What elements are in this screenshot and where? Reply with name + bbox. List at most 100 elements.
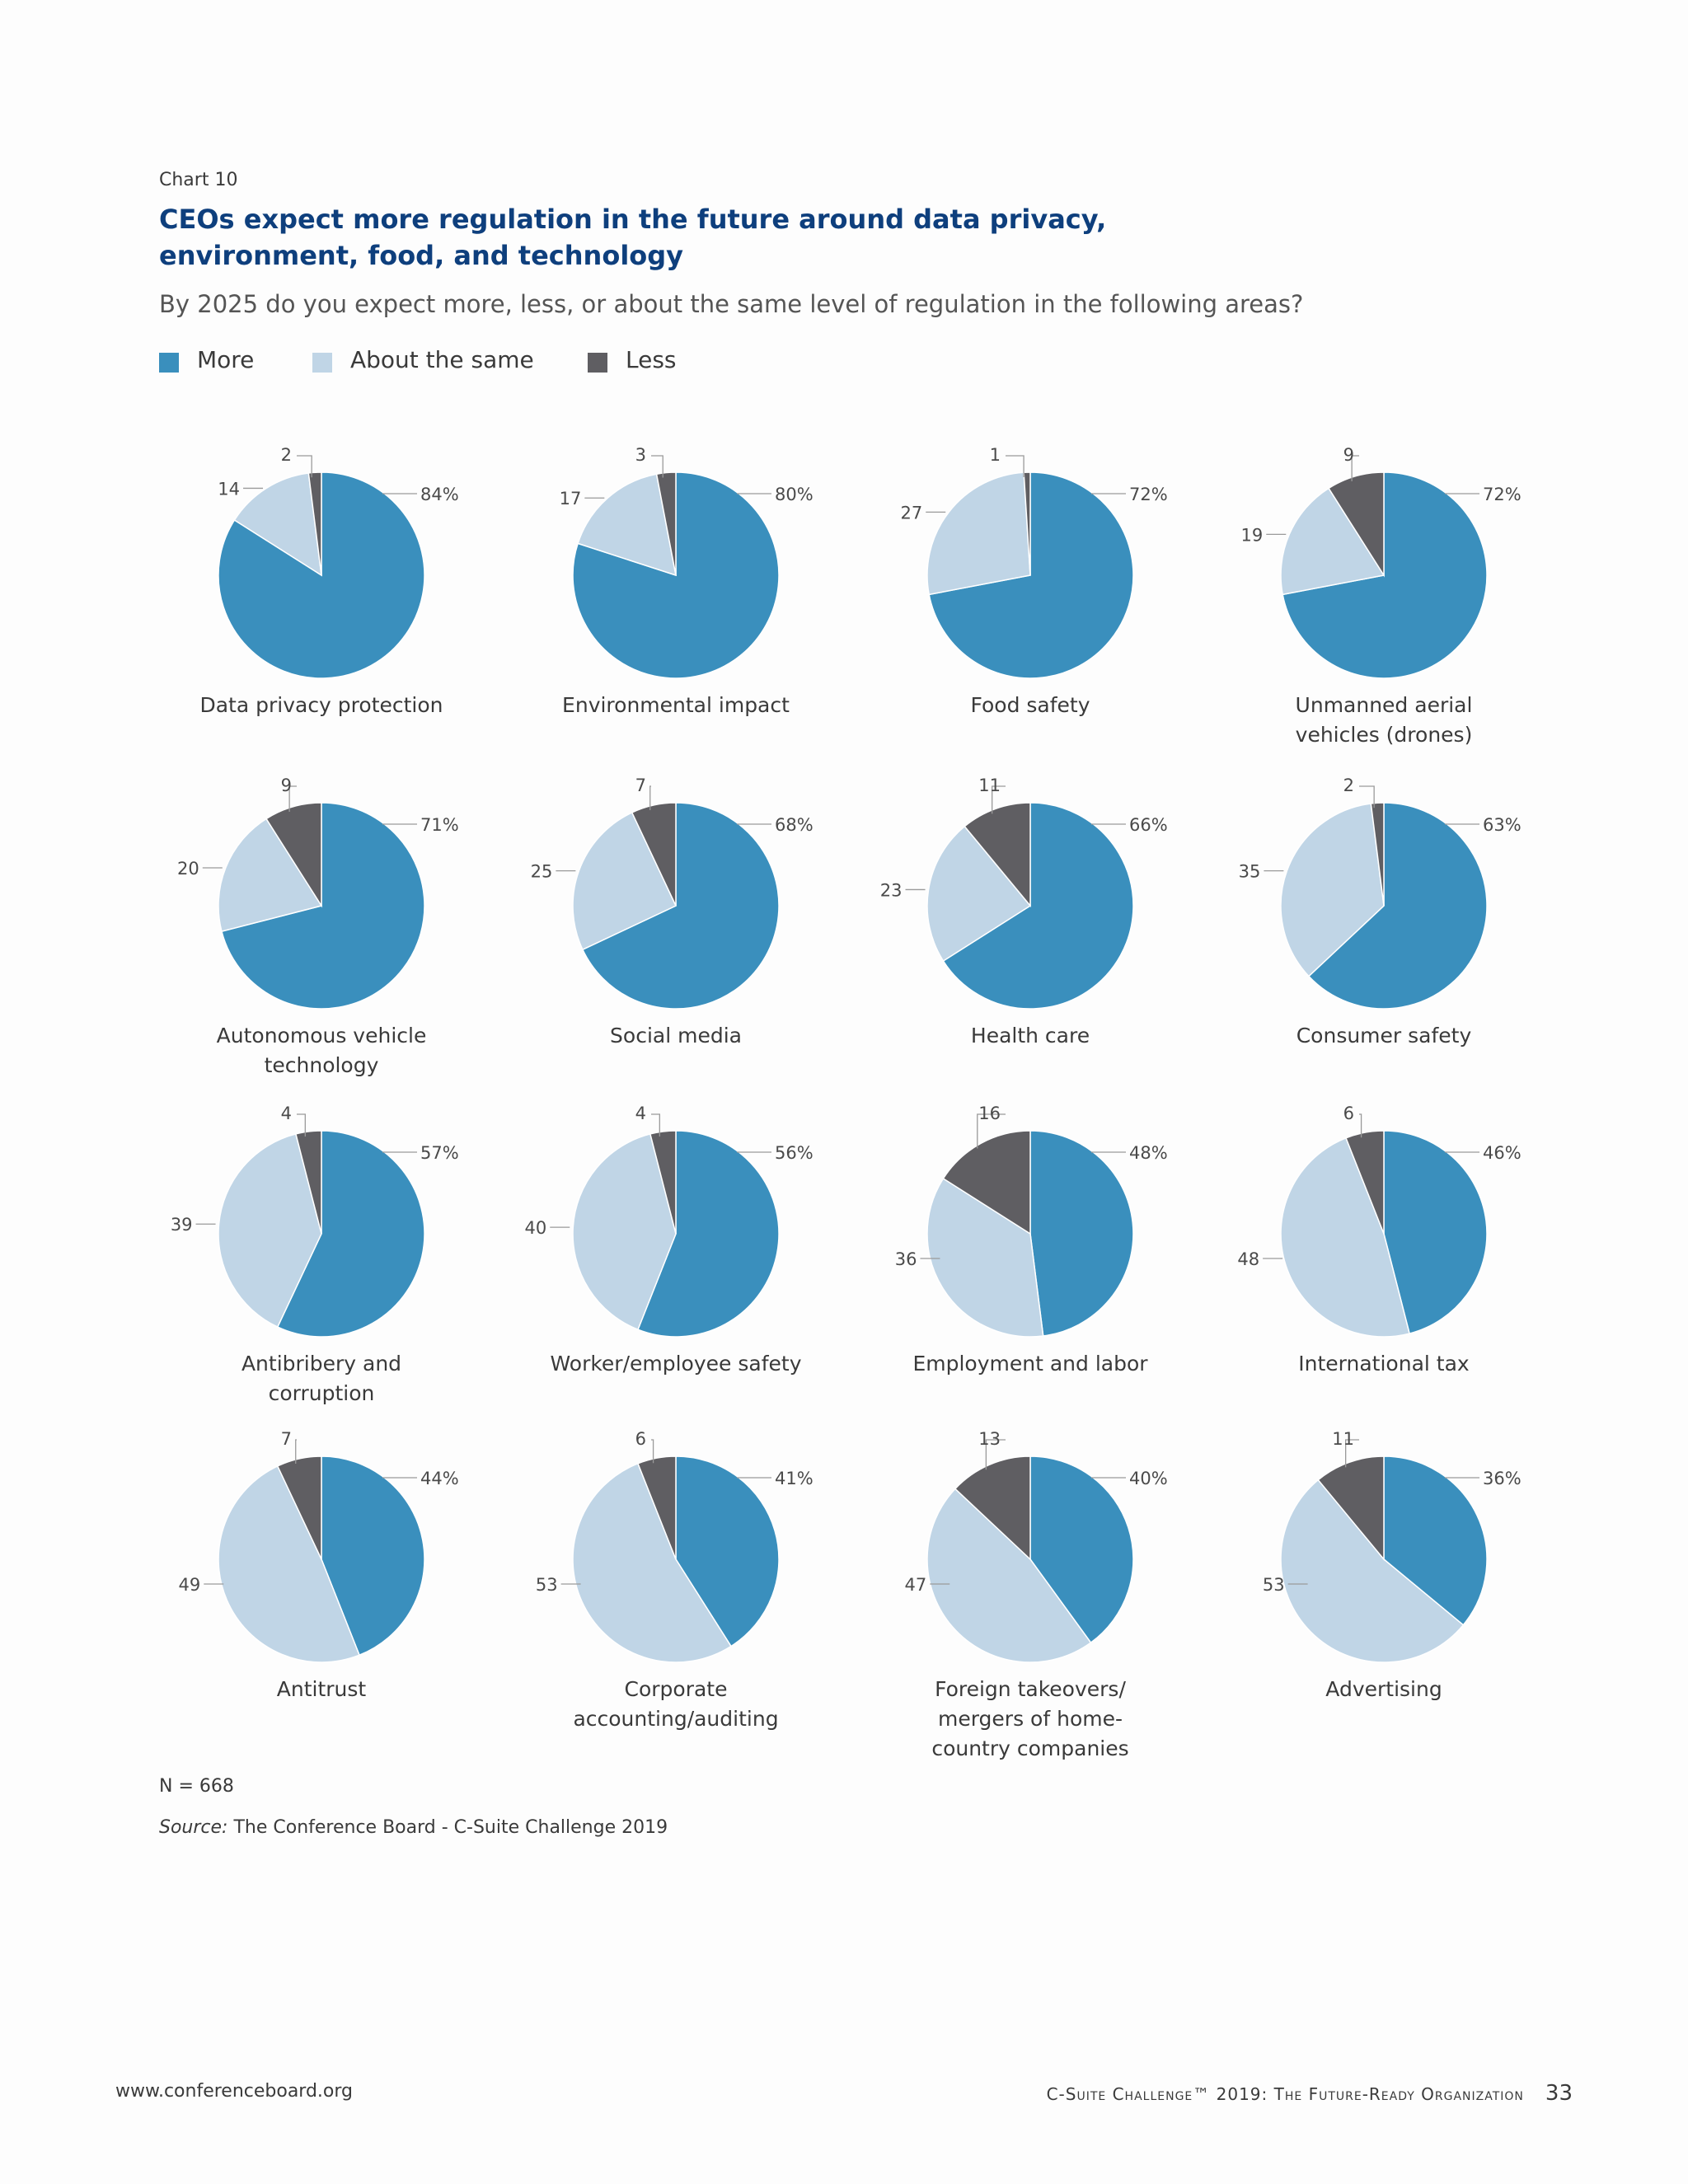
pie-5-value-less: 7 (635, 776, 646, 795)
pie-6: 66% 23 11 Health care (880, 776, 1168, 1047)
pie-0-slice-less (307, 471, 322, 576)
pie-3-category-line-1: vehicles (drones) (1296, 723, 1473, 747)
pie-3-slice-less (1327, 471, 1385, 578)
legend-label-about-the-same: About the same (350, 346, 534, 373)
source-note: Source: The Conference Board - C-Suite C… (159, 1817, 668, 1838)
pie-13: 41% 53 6 Corporate accounting/auditing (536, 1429, 814, 1731)
pie-15-slice-about-the-same (1280, 1479, 1465, 1663)
pie-6-value-less: 11 (978, 776, 1001, 795)
pie-10-slice-less (942, 1130, 1031, 1235)
pie-10-leader-less (977, 1113, 1006, 1149)
pie-15-leader-less (1345, 1439, 1359, 1468)
pie-1-category-label: Environmental impact (562, 693, 790, 717)
source-text: The Conference Board - C-Suite Challenge… (227, 1817, 668, 1838)
pie-11-slice-less (1345, 1130, 1385, 1235)
pie-0-category-label: Data privacy protection (199, 693, 443, 717)
pie-0-value-more: 84% (420, 485, 459, 504)
pie-4: 71% 20 9 Autonomous vehicle technology (177, 776, 459, 1077)
pie-12-slice-less (276, 1455, 322, 1560)
pie-0: 84% 14 2 Data privacy protection (199, 445, 458, 717)
pie-4-category-label: Autonomous vehicle technology (217, 1024, 427, 1077)
pie-11-slice-about-the-same (1280, 1137, 1411, 1338)
pie-12-value-less: 7 (281, 1429, 292, 1449)
pie-5: 68% 25 7 Social media (531, 776, 814, 1047)
pie-13-value-about-the-same: 53 (536, 1575, 558, 1595)
pie-6-slice-less (964, 802, 1031, 908)
pie-6-category-line-0: Health care (971, 1024, 1090, 1047)
pie-5-slice-less (631, 802, 677, 907)
pie-8-slice-less (294, 1130, 322, 1235)
pie-6-slice-about-the-same (926, 825, 1032, 963)
pie-14-slice-about-the-same (926, 1488, 1092, 1663)
pie-10-value-more: 48% (1129, 1143, 1168, 1163)
pie-1-value-about-the-same: 17 (560, 489, 582, 509)
pie-14-category-label: Foreign takeovers/mergers of home-countr… (931, 1677, 1128, 1760)
pie-15-value-less: 11 (1332, 1429, 1354, 1449)
pie-1-slice-less (655, 471, 677, 576)
pie-5-category-line-0: Social media (610, 1024, 742, 1047)
legend-swatch-less (588, 353, 607, 373)
pie-9-slice-about-the-same (572, 1133, 677, 1331)
pie-12-value-more: 44% (420, 1469, 459, 1488)
pie-3-value-less: 9 (1343, 445, 1354, 465)
pie-4-value-more: 71% (420, 815, 459, 835)
pie-11: 46% 48 6 International tax (1237, 1104, 1521, 1376)
pie-7-slice-about-the-same (1280, 803, 1385, 977)
pie-7-slice-more (1307, 802, 1488, 1010)
pie-14-value-about-the-same: 47 (905, 1575, 927, 1595)
pie-5-slice-about-the-same (572, 811, 677, 951)
pie-6-value-about-the-same: 23 (880, 880, 903, 900)
chart-label: Chart 10 (159, 170, 238, 190)
pie-1: 80% 17 3 Environmental impact (560, 445, 814, 717)
chart-question: By 2025 do you expect more, less, or abo… (159, 290, 1304, 318)
pie-12-category-label: Antitrust (277, 1677, 367, 1701)
pie-0-value-about-the-same: 14 (218, 479, 240, 499)
pie-15: 36% 53 11 Advertising (1263, 1429, 1522, 1701)
pie-8-slice-more (276, 1130, 425, 1338)
pie-10-category-label: Employment and labor (912, 1352, 1148, 1376)
pie-13-category-line-0: Corporate (625, 1677, 728, 1701)
pie-13-value-more: 41% (775, 1469, 814, 1488)
pie-9-value-about-the-same: 40 (525, 1218, 547, 1238)
footer-url: www.conferenceboard.org (115, 2081, 354, 2102)
pie-3-slice-about-the-same (1280, 487, 1386, 596)
pie-2-value-more: 72% (1129, 485, 1168, 504)
page-number: 33 (1545, 2081, 1573, 2106)
pie-6-slice-more (942, 802, 1134, 1010)
pie-3-value-more: 72% (1483, 485, 1522, 504)
pie-5-value-more: 68% (775, 815, 814, 835)
pie-9-category-label: Worker/employee safety (551, 1352, 802, 1376)
pie-9-leader-less (651, 1113, 660, 1137)
pie-7-value-less: 2 (1343, 776, 1354, 795)
pie-14: 40% 47 13 Foreign takeovers/mergers of home… (905, 1429, 1168, 1760)
pie-4-category-line-1: technology (265, 1053, 379, 1077)
pie-12-slice-about-the-same (218, 1465, 360, 1663)
sample-size-note: N = 668 (159, 1776, 234, 1797)
pie-2-category-label: Food safety (970, 693, 1090, 717)
pie-15-category-line-0: Advertising (1325, 1677, 1442, 1701)
source-key: Source: (159, 1817, 228, 1838)
pie-8-slice-about-the-same (218, 1133, 322, 1329)
pie-14-category-line-0: Foreign takeovers/ (935, 1677, 1126, 1701)
pie-10-slice-about-the-same (926, 1177, 1044, 1338)
pie-6-value-more: 66% (1129, 815, 1168, 835)
pie-11-leader-less (1359, 1113, 1362, 1138)
pie-14-category-line-1: mergers of home- (938, 1707, 1123, 1731)
pie-13-leader-less (651, 1439, 654, 1464)
pie-3-value-about-the-same: 19 (1241, 525, 1264, 545)
pie-11-value-less: 6 (1343, 1104, 1354, 1123)
pie-3-category-line-0: Unmanned aerial (1296, 693, 1473, 717)
pie-14-leader-less (985, 1439, 1006, 1470)
pie-14-value-less: 13 (978, 1429, 1001, 1449)
pie-0-slice-about-the-same (233, 472, 322, 577)
pie-4-slice-more (221, 802, 425, 1010)
pie-15-value-more: 36% (1483, 1469, 1522, 1488)
pie-4-value-less: 9 (281, 776, 292, 795)
pie-12-category-line-0: Antitrust (277, 1677, 367, 1701)
pie-13-category-line-1: accounting/auditing (573, 1707, 778, 1731)
pie-15-slice-less (1317, 1455, 1385, 1562)
pie-2-value-about-the-same: 27 (900, 503, 922, 523)
pie-3-category-label: Unmanned aerial vehicles (drones) (1296, 693, 1473, 747)
pie-3: 72% 19 9 Unmanned aerial vehicles (drones) (1241, 445, 1522, 747)
pie-1-category-line-0: Environmental impact (562, 693, 790, 717)
